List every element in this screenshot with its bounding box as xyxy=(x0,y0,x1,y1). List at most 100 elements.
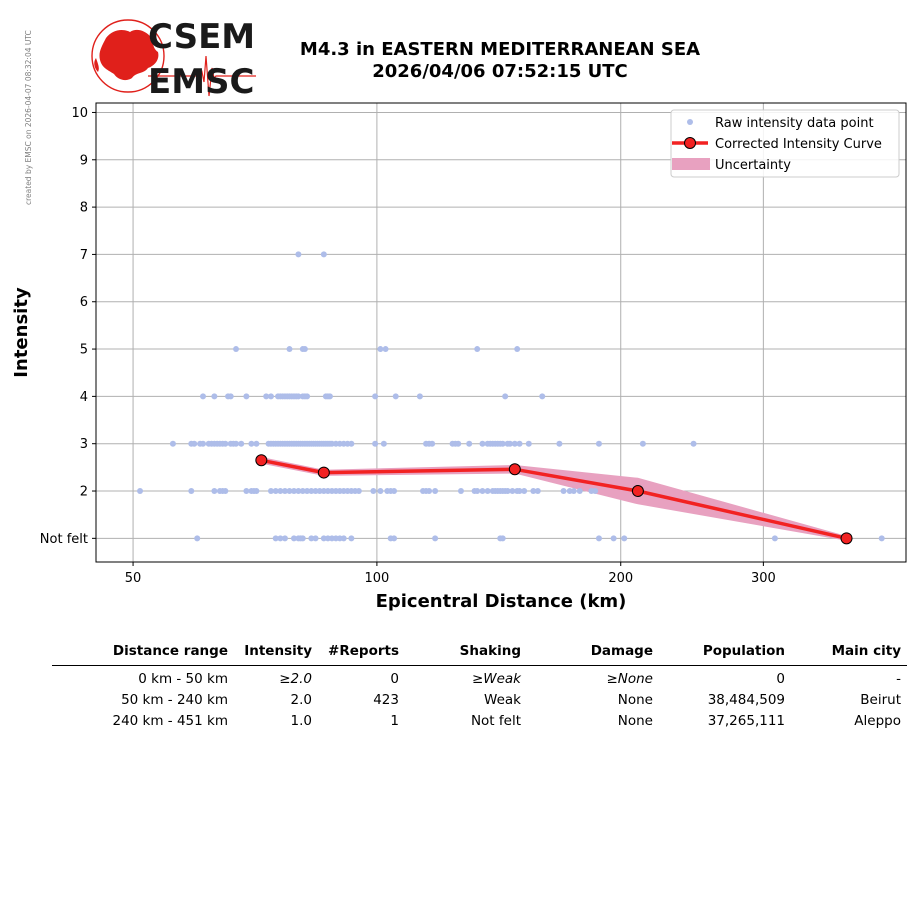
raw-data-point xyxy=(771,535,778,542)
raw-data-point xyxy=(211,393,218,400)
raw-data-point xyxy=(267,488,274,495)
raw-data-point xyxy=(137,488,144,495)
raw-data-point xyxy=(290,488,297,495)
cell-reports: 0 xyxy=(390,671,399,687)
raw-data-point xyxy=(233,440,240,447)
raw-data-point xyxy=(267,393,274,400)
raw-data-point xyxy=(299,535,306,542)
cell-population: 0 xyxy=(776,671,785,687)
raw-data-point xyxy=(560,488,567,495)
raw-data-point xyxy=(514,346,521,353)
legend-raw-marker xyxy=(687,119,693,125)
raw-data-point xyxy=(391,535,398,542)
raw-data-point xyxy=(416,393,423,400)
raw-data-point xyxy=(426,488,433,495)
raw-data-point xyxy=(690,440,697,447)
y-tick-label: 6 xyxy=(80,295,88,310)
y-tick-label: 9 xyxy=(80,153,88,168)
raw-data-point xyxy=(253,488,260,495)
raw-data-point xyxy=(281,535,288,542)
y-tick-label: 3 xyxy=(80,437,88,452)
raw-data-point xyxy=(312,488,319,495)
raw-data-point xyxy=(272,488,279,495)
y-tick-label: 2 xyxy=(80,485,88,500)
cell-damage: None xyxy=(617,713,653,729)
header-main-city: Main city xyxy=(831,643,901,659)
raw-data-point xyxy=(377,488,384,495)
raw-data-point xyxy=(595,440,602,447)
raw-data-point xyxy=(295,393,302,400)
cell-shaking: Not felt xyxy=(470,713,521,729)
header-reports: #Reports xyxy=(328,643,399,659)
raw-data-point xyxy=(621,535,628,542)
raw-data-point xyxy=(316,488,323,495)
cell-city: Beirut xyxy=(860,692,901,708)
raw-data-point xyxy=(200,440,207,447)
raw-data-point xyxy=(610,535,617,542)
raw-data-point xyxy=(299,488,306,495)
intensity-summary-table: Distance range Intensity #Reports Shakin… xyxy=(52,640,907,729)
raw-data-point xyxy=(211,488,218,495)
raw-data-point xyxy=(281,488,288,495)
raw-data-point xyxy=(474,488,481,495)
raw-data-point xyxy=(277,488,284,495)
raw-data-point xyxy=(194,535,201,542)
raw-data-point xyxy=(377,346,384,353)
cell-shaking: ≥Weak xyxy=(471,671,521,687)
raw-data-point xyxy=(479,488,486,495)
raw-data-point xyxy=(592,488,599,495)
raw-data-point xyxy=(233,346,240,353)
raw-data-point xyxy=(286,488,293,495)
raw-data-point xyxy=(238,440,245,447)
header-damage: Damage xyxy=(590,643,653,659)
legend-frame xyxy=(670,109,900,178)
raw-data-point xyxy=(304,393,311,400)
x-tick-label: 200 xyxy=(608,571,633,586)
raw-data-point xyxy=(320,251,327,258)
curve-marker xyxy=(508,463,521,476)
curve-marker xyxy=(255,454,268,467)
raw-data-point xyxy=(312,535,319,542)
raw-data-point xyxy=(286,346,293,353)
raw-data-point xyxy=(188,488,195,495)
table-row: 0 km - 50 km ≥2.0 0 ≥Weak ≥None 0 - xyxy=(52,666,907,687)
raw-data-point xyxy=(227,393,234,400)
y-tick-label: 7 xyxy=(80,248,88,263)
table-header-row: Distance range Intensity #Reports Shakin… xyxy=(52,640,907,666)
raw-data-point xyxy=(348,440,355,447)
raw-data-point xyxy=(370,488,377,495)
raw-data-point xyxy=(479,440,486,447)
raw-data-point xyxy=(474,346,481,353)
raw-data-point xyxy=(243,393,250,400)
emsc-logo: CSEM EMSC xyxy=(91,17,256,100)
raw-data-point xyxy=(432,535,439,542)
raw-data-point xyxy=(521,488,528,495)
raw-data-point xyxy=(372,440,379,447)
raw-data-point xyxy=(308,535,315,542)
creation-note-text: created by EMSC on 2026-04-07 08:32:04 U… xyxy=(24,30,33,205)
raw-data-point xyxy=(253,440,260,447)
plot-frame xyxy=(95,102,907,563)
raw-data-point xyxy=(380,440,387,447)
raw-data-point xyxy=(639,440,646,447)
cell-range: 50 km - 240 km xyxy=(121,692,228,708)
raw-data-point xyxy=(499,535,506,542)
raw-data-point xyxy=(200,393,207,400)
raw-data-point xyxy=(576,488,583,495)
legend-uncertainty-swatch xyxy=(672,158,710,170)
raw-data-point xyxy=(301,346,308,353)
table-body: 0 km - 50 km ≥2.0 0 ≥Weak ≥None 0 - 50 k… xyxy=(52,666,907,729)
raw-data-point xyxy=(348,535,355,542)
legend-entry: Raw intensity data point xyxy=(715,116,874,131)
raw-data-point xyxy=(429,440,436,447)
raw-data-point xyxy=(432,488,439,495)
curve-marker xyxy=(631,485,644,498)
raw-data-point xyxy=(509,488,516,495)
cell-reports: 423 xyxy=(373,692,399,708)
x-tick-label: 50 xyxy=(125,571,142,586)
raw-data-point xyxy=(878,535,885,542)
cell-range: 0 km - 50 km xyxy=(138,671,228,687)
x-tick-label: 100 xyxy=(364,571,389,586)
cell-damage: None xyxy=(617,692,653,708)
cell-population: 38,484,509 xyxy=(707,692,785,708)
